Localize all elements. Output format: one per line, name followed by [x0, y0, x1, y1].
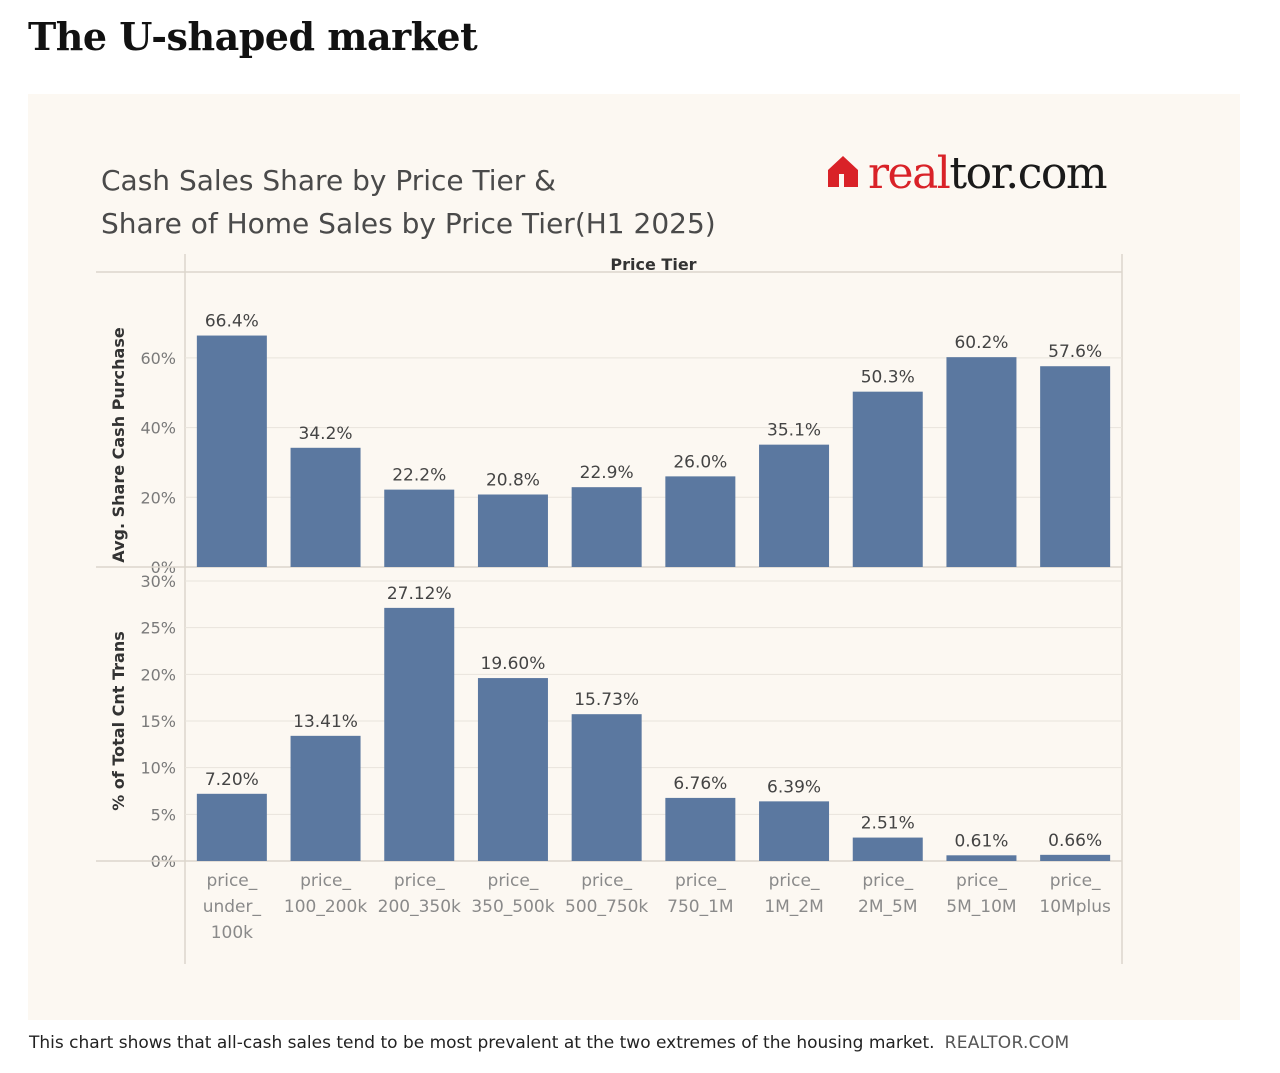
bar — [384, 489, 455, 567]
x-tick-label: 100k — [211, 923, 253, 943]
x-tick-label: price_ — [675, 871, 726, 891]
house-icon — [828, 156, 858, 187]
x-tick-label: 500_750k — [565, 897, 648, 917]
bar-value-label: 66.4% — [205, 312, 259, 332]
article-heading: The U-shaped market — [28, 14, 478, 59]
caption-credit: REALTOR.COM — [944, 1033, 1070, 1053]
x-tick-label: 100_200k — [284, 897, 367, 917]
bar — [946, 357, 1017, 567]
caption-text: This chart shows that all-cash sales ten… — [29, 1033, 935, 1053]
bar-value-label: 22.2% — [392, 466, 446, 486]
bar-value-label: 34.2% — [299, 424, 353, 444]
bar-value-label: 15.73% — [574, 690, 639, 710]
bar-chart: realtor.com Cash Sales Share by Price Ti… — [96, 148, 1123, 964]
x-tick-label: price_ — [862, 871, 913, 891]
bar — [571, 714, 642, 861]
bar — [759, 801, 830, 861]
bar-value-label: 6.76% — [673, 774, 727, 794]
bar — [384, 607, 455, 861]
y-tick-label: 20% — [140, 665, 176, 684]
x-tick-label: price_ — [206, 871, 257, 891]
bar-value-label: 26.0% — [673, 452, 727, 472]
x-tick-label: price_ — [1050, 871, 1101, 891]
bar-value-label: 57.6% — [1048, 342, 1102, 362]
x-tick-label: under_ — [203, 897, 262, 917]
y-tick-label: 60% — [140, 349, 176, 368]
bar-value-label: 35.1% — [767, 421, 821, 441]
y-tick-label: 10% — [140, 759, 176, 778]
bar-value-label: 20.8% — [486, 470, 540, 490]
x-tick-label: price_ — [394, 871, 445, 891]
bar — [196, 335, 267, 567]
bar — [477, 494, 548, 567]
bar-value-label: 7.20% — [205, 770, 259, 790]
chart-title-line: Share of Home Sales by Price Tier(H1 202… — [101, 207, 716, 240]
x-tick-label: 5M_10M — [946, 897, 1016, 917]
bar — [852, 391, 923, 567]
x-tick-label: 750_1M — [667, 897, 733, 917]
x-tick-label: 200_350k — [378, 897, 461, 917]
x-tick-label: price_ — [769, 871, 820, 891]
bar-value-label: 6.39% — [767, 777, 821, 797]
bar — [852, 837, 923, 861]
bar-value-label: 27.12% — [387, 584, 452, 604]
y-tick-label: 20% — [140, 488, 176, 507]
y-tick-label: 25% — [140, 619, 176, 638]
realtor-logo: realtor.com — [828, 148, 1108, 199]
bar-value-label: 19.60% — [481, 654, 546, 674]
bar — [946, 855, 1017, 861]
bar — [1040, 366, 1111, 567]
x-tick-label: price_ — [956, 871, 1007, 891]
bar-value-label: 22.9% — [580, 463, 634, 483]
logo-wordmark: realtor.com — [868, 148, 1107, 199]
chart-title-line: Cash Sales Share by Price Tier & — [101, 164, 556, 197]
bar-value-label: 0.61% — [954, 831, 1008, 851]
bar-value-label: 13.41% — [293, 712, 358, 732]
x-tick-label: 2M_5M — [858, 897, 917, 917]
x-tick-label: price_ — [300, 871, 351, 891]
bar — [665, 797, 736, 861]
bar — [759, 444, 830, 567]
y-tick-label: 5% — [151, 805, 176, 824]
x-tick-label: 10Mplus — [1039, 897, 1111, 917]
y-axis-title: Avg. Share Cash Purchase — [109, 327, 128, 563]
bar — [477, 678, 548, 861]
x-tick-label: price_ — [488, 871, 539, 891]
bar — [1040, 854, 1111, 861]
chart-frame: Price Tier — [96, 254, 1123, 964]
y-tick-label: 15% — [140, 712, 176, 731]
chart-figure: realtor.com Cash Sales Share by Price Ti… — [28, 94, 1240, 1020]
bar-value-label: 60.2% — [954, 333, 1008, 353]
column-header: Price Tier — [610, 255, 696, 274]
y-tick-label: 30% — [140, 572, 176, 591]
bar-value-label: 0.66% — [1048, 831, 1102, 851]
x-tick-label: 1M_2M — [764, 897, 823, 917]
bar — [290, 735, 361, 861]
y-axis-title: % of Total Cnt Trans — [109, 631, 128, 811]
x-tick-label: 350_500k — [471, 897, 554, 917]
bar — [196, 793, 267, 861]
cash-share-panel: 0%20%40%60%Avg. Share Cash Purchase66.4%… — [96, 312, 1122, 577]
bar-value-label: 2.51% — [861, 814, 915, 834]
x-tick-label: price_ — [581, 871, 632, 891]
bar-value-label: 50.3% — [861, 368, 915, 388]
bar — [665, 476, 736, 567]
figure-caption: This chart shows that all-cash sales ten… — [29, 1033, 1070, 1053]
house-door-icon — [839, 174, 844, 187]
bar — [290, 447, 361, 567]
sales-share-panel: 0%5%10%15%20%25%30%% of Total Cnt Trans 7… — [96, 572, 1122, 871]
chart-title: Cash Sales Share by Price Tier & Share of… — [101, 164, 716, 240]
bar — [571, 487, 642, 567]
y-tick-label: 40% — [140, 419, 176, 438]
x-axis-categories: price_ under_ 100k price_ 100_200k price_ 200_… — [203, 871, 1111, 943]
